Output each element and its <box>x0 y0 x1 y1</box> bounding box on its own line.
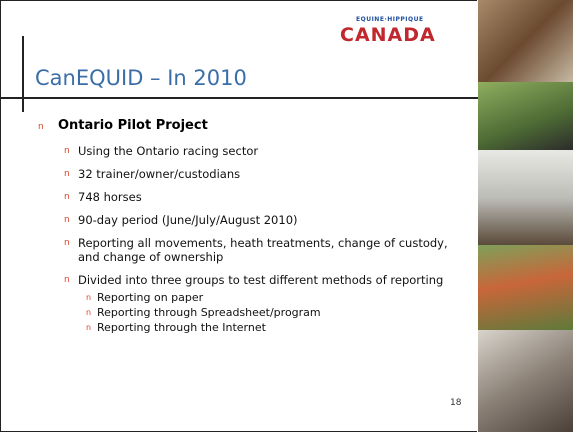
title-rule-vertical <box>22 36 24 112</box>
bullet: n <box>64 238 70 248</box>
photo-racing <box>478 245 573 330</box>
bullet-item: Using the Ontario racing sector <box>78 144 259 158</box>
title-rule-horizontal <box>0 97 478 99</box>
bullet: n <box>64 215 70 225</box>
sub-item: Reporting through Spreadsheet/program <box>97 306 321 319</box>
bullet-item: 32 trainer/owner/custodians <box>78 167 241 181</box>
photo-draft-horses <box>478 330 573 432</box>
sub-item: Reporting through the Internet <box>97 321 266 334</box>
bullet: n <box>38 122 44 132</box>
heading: Ontario Pilot Project <box>58 118 208 133</box>
bullet: n <box>86 308 92 317</box>
bullet: n <box>86 323 92 332</box>
bullet: n <box>64 192 70 202</box>
page-number: 18 <box>450 398 462 408</box>
bullet: n <box>64 275 70 285</box>
bullet-item: 748 horses <box>78 190 142 204</box>
bullet: n <box>64 169 70 179</box>
logo-name: CANADA <box>340 24 436 46</box>
bullet-item: Reporting all movements, heath treatment… <box>78 236 448 264</box>
logo-subtitle: EQUINE·HIPPIQUE <box>356 16 424 23</box>
bullet-item: Divided into three groups to test differ… <box>78 273 444 287</box>
slide-title: CanEQUID – In 2010 <box>35 66 247 90</box>
bullet: n <box>64 146 70 156</box>
sub-item: Reporting on paper <box>97 291 204 304</box>
photo-harness-race <box>478 82 573 150</box>
bullet-item: 90-day period (June/July/August 2010) <box>78 213 298 227</box>
photo-trailer <box>478 150 573 245</box>
photo-horses <box>478 0 573 82</box>
bullet: n <box>86 293 92 302</box>
